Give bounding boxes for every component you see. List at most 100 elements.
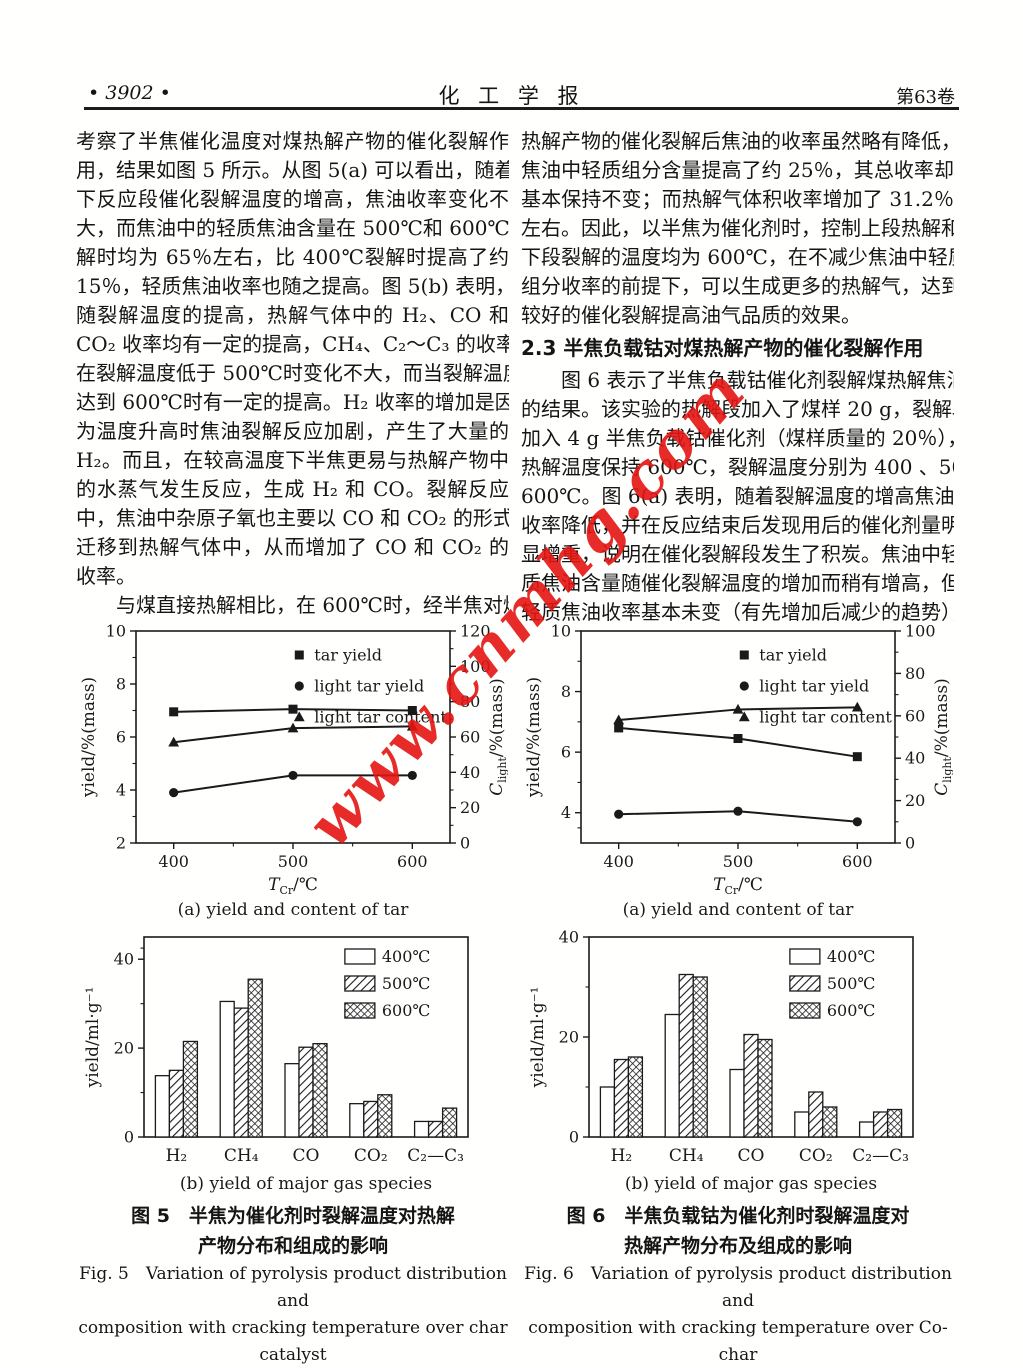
svg-text:600℃: 600℃ <box>827 1001 875 1020</box>
svg-text:20: 20 <box>559 1028 579 1047</box>
svg-text:Clight/%(mass): Clight/%(mass) <box>932 678 953 795</box>
text-line: 考察了半焦催化温度对煤热解产物的催化裂解作 <box>76 129 509 153</box>
svg-text:4: 4 <box>116 781 126 800</box>
svg-text:C₂—C₃: C₂—C₃ <box>852 1146 909 1166</box>
text-line: 质焦油含量随催化裂解温度的增加而稍有增高，但 <box>521 571 954 595</box>
text-line: 加入 4 g 半焦负载钴催化剂（煤样质量的 20％）， <box>521 426 954 450</box>
text-line: 的水蒸气发生反应，生成 H₂ 和 CO。裂解反应 <box>76 477 509 501</box>
svg-text:10: 10 <box>551 622 571 641</box>
figure5-caption-en-line1: Fig. 5 Variation of pyrolysis product di… <box>79 1264 507 1311</box>
svg-text:H₂: H₂ <box>611 1146 633 1166</box>
figure6-caption-en-line2: composition with cracking temperature ov… <box>528 1318 948 1365</box>
text-line: 组分收率的前提下，可以生成更多的热解气，达到 <box>521 274 954 298</box>
svg-text:light tar yield: light tar yield <box>759 677 869 696</box>
svg-text:60: 60 <box>460 728 480 747</box>
text-line: 随裂解温度的提高，热解气体中的 H₂、CO 和 <box>76 303 509 327</box>
text-line: 大，而焦油中的轻质焦油含量在 500℃和 600℃裂 <box>76 216 509 240</box>
svg-text:C₂—C₃: C₂—C₃ <box>407 1146 464 1166</box>
text-line: 达到 600℃时有一定的提高。H₂ 收率的增加是因 <box>76 390 509 414</box>
figure5-caption-cn-line2: 产物分布和组成的影响 <box>197 1235 388 1257</box>
svg-text:10: 10 <box>106 622 126 641</box>
text-line: H₂。而且，在较高温度下半焦更易与热解产物中 <box>76 448 509 472</box>
text-line: 迁移到热解气体中，从而增加了 CO 和 CO₂ 的 <box>76 535 509 559</box>
svg-text:CO₂: CO₂ <box>799 1146 833 1166</box>
text-line: 中，焦油中杂原子氧也主要以 CO 和 CO₂ 的形式 <box>76 506 509 530</box>
right-column: 热解产物的催化裂解后焦油的收率虽然略有降低， 焦油中轻质组分含量提高了约 25％，… <box>521 127 954 627</box>
left-paragraph-2: 与煤直接热解相比，在 600℃时，经半焦对煤 <box>76 591 509 620</box>
svg-text:CO: CO <box>293 1146 320 1166</box>
svg-text:600℃: 600℃ <box>382 1001 430 1020</box>
left-column: 考察了半焦催化温度对煤热解产物的催化裂解作 用，结果如图 5 所示。从图 5(a)… <box>76 127 509 620</box>
svg-text:CH₄: CH₄ <box>669 1146 704 1166</box>
text-line: 显增重，说明在催化裂解段发生了积炭。焦油中轻 <box>521 542 954 566</box>
text-line: 轻质焦油收率基本未变（有先增加后减少的趋势）， <box>521 600 954 624</box>
figure5b-bar-chart: 0 20 40 H₂ CH₄ CO CO₂ C₂—C₃ 400℃ 500℃ 600℃ yield/ml… <box>83 936 469 1194</box>
svg-text:400: 400 <box>603 852 634 871</box>
svg-text:400℃: 400℃ <box>827 947 875 966</box>
svg-text:Clight/%(mass): Clight/%(mass) <box>487 678 508 795</box>
svg-text:8: 8 <box>116 675 126 694</box>
text-line: 左右。因此，以半焦为催化剂时，控制上段热解和 <box>521 216 954 240</box>
volume-label: 第63卷 <box>896 87 955 108</box>
svg-text:0: 0 <box>905 834 915 853</box>
figure5-caption-en-line2: composition with cracking temperature ov… <box>78 1318 508 1365</box>
svg-text:600: 600 <box>397 852 428 871</box>
svg-text:500: 500 <box>278 852 309 871</box>
svg-text:8: 8 <box>561 682 571 701</box>
svg-text:0: 0 <box>124 1128 134 1147</box>
text-line: 下段裂解的温度均为 600℃，在不减少焦油中轻质 <box>521 245 954 269</box>
svg-text:yield/%(mass): yield/%(mass) <box>524 677 544 798</box>
svg-text:yield/ml·g⁻¹: yield/ml·g⁻¹ <box>83 987 103 1089</box>
right-paragraph-2: 图 6 表示了半焦负载钴催化剂裂解煤热解焦油 的结果。该实验的热解段加入了煤样 2… <box>521 366 954 627</box>
svg-text:20: 20 <box>114 1039 134 1058</box>
figure-5: 2 4 6 8 10 0 20 40 60 80 100 120 400 500 600 TCr/℃ yield… <box>78 621 508 1368</box>
svg-text:(a) yield and content of tar: (a) yield and content of tar <box>178 900 410 920</box>
svg-text:40: 40 <box>114 950 134 969</box>
text-line: 热解温度保持 600℃，裂解温度分别为 400 、500 、 <box>521 455 954 479</box>
text-line: CO₂ 收率均有一定的提高，CH₄、C₂～C₃ 的收率 <box>76 332 509 356</box>
svg-text:6: 6 <box>116 728 126 747</box>
svg-text:6: 6 <box>561 743 571 762</box>
svg-text:500℃: 500℃ <box>827 974 875 993</box>
svg-text:0: 0 <box>569 1128 579 1147</box>
text-line: 解时均为 65％左右，比 400℃裂解时提高了约 <box>76 245 509 269</box>
svg-text:light tar content: light tar content <box>314 708 447 727</box>
svg-text:40: 40 <box>460 763 480 782</box>
figure6-caption-en-line1: Fig. 6 Variation of pyrolysis product di… <box>524 1264 952 1311</box>
svg-text:H₂: H₂ <box>166 1146 188 1166</box>
svg-text:yield/%(mass): yield/%(mass) <box>79 677 99 798</box>
svg-text:40: 40 <box>905 749 925 768</box>
text-line: 图 6 表示了半焦负载钴催化剂裂解煤热解焦油 <box>561 368 954 392</box>
header-rule <box>84 107 959 110</box>
text-line: 收率降低，并在反应结束后发现用后的催化剂量明 <box>521 513 954 537</box>
svg-text:20: 20 <box>905 791 925 810</box>
text-line: 较好的催化裂解提高油气品质的效果。 <box>521 303 861 327</box>
svg-text:40: 40 <box>559 928 579 947</box>
svg-text:500℃: 500℃ <box>382 974 430 993</box>
left-paragraph-1: 考察了半焦催化温度对煤热解产物的催化裂解作 用，结果如图 5 所示。从图 5(a)… <box>76 127 509 591</box>
svg-text:4: 4 <box>561 803 571 822</box>
svg-text:600: 600 <box>842 852 873 871</box>
svg-text:80: 80 <box>460 692 480 711</box>
text-line: 与煤直接热解相比，在 600℃时，经半焦对煤 <box>116 593 509 617</box>
section-heading-2-3: 2.3 半焦负载钴对煤热解产物的催化裂解作用 <box>521 336 924 360</box>
svg-text:500: 500 <box>723 852 754 871</box>
svg-text:CO₂: CO₂ <box>354 1146 388 1166</box>
svg-text:CO: CO <box>738 1146 765 1166</box>
figure-6: 4 6 8 10 0 20 40 60 80 100 400 500 600 TCr/℃ yield/%(m… <box>523 621 953 1368</box>
svg-text:100: 100 <box>905 622 936 641</box>
text-line: 基本保持不变；而热解气体积收率增加了 31.2％ <box>521 187 954 211</box>
svg-text:TCr/℃: TCr/℃ <box>713 875 763 897</box>
figure6-caption-cn-line1: 图 6 半焦负载钴为催化剂时裂解温度对 <box>566 1205 910 1227</box>
svg-text:(b) yield of major gas species: (b) yield of major gas species <box>625 1174 877 1194</box>
svg-text:0: 0 <box>460 834 470 853</box>
svg-text:light tar yield: light tar yield <box>314 677 424 696</box>
svg-text:(b) yield of major gas species: (b) yield of major gas species <box>180 1174 432 1194</box>
text-line: 在裂解温度低于 500℃时变化不大，而当裂解温度 <box>76 361 509 385</box>
svg-text:CH₄: CH₄ <box>224 1146 259 1166</box>
svg-text:100: 100 <box>460 657 491 676</box>
text-line: 为温度升高时焦油裂解反应加剧，产生了大量的 <box>76 419 509 443</box>
